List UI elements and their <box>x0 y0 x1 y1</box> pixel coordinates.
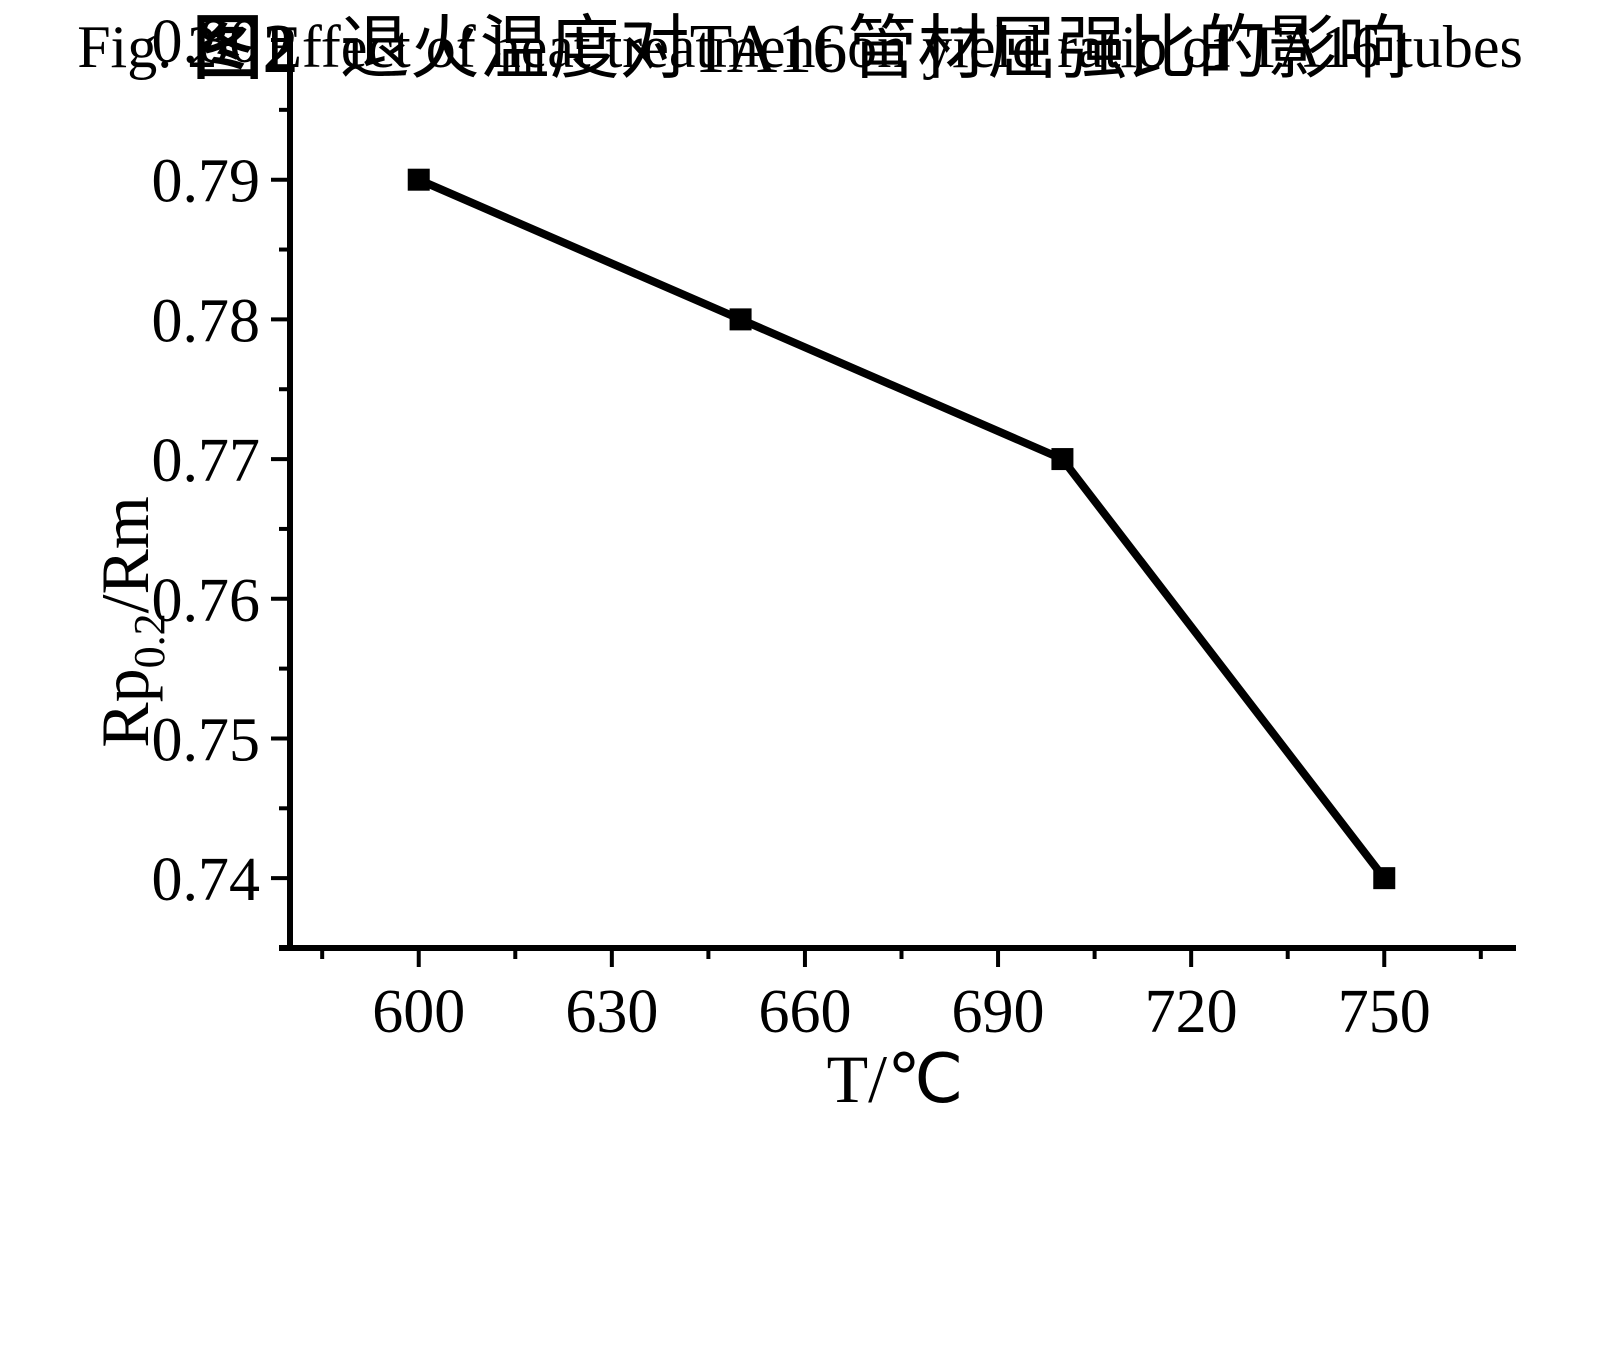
x-axis-label: T/℃ <box>827 1041 964 1117</box>
caption-chinese-text: 退火温度对TA16管材屈强比的影响 <box>339 11 1408 88</box>
y-axis-label-tail: /Rm <box>87 496 163 613</box>
y-axis-label-subscript: 0.2 <box>125 613 174 668</box>
y-tick-label: 0.79 <box>152 148 261 216</box>
x-tick-label: 690 <box>952 978 1045 1046</box>
y-axis-label-main: Rp <box>87 668 163 747</box>
y-tick-label: 0.76 <box>152 567 261 635</box>
data-line <box>417 176 1388 881</box>
chart-plot: 600 630 660 690 720 750 0.80 0.79 0.78 0.77 0.76 0.… <box>152 8 1516 1046</box>
x-tick-label: 630 <box>565 978 658 1046</box>
data-point-marker <box>1373 867 1396 890</box>
y-tick-label: 0.74 <box>152 846 261 914</box>
x-tick-label: 660 <box>758 978 851 1046</box>
caption-chinese-figure-number: 图2 <box>192 11 298 88</box>
y-tick-label: 0.77 <box>152 427 261 495</box>
x-tick-label: 750 <box>1338 978 1431 1046</box>
caption-english-figure-number: Fig. 2 <box>77 14 218 80</box>
caption-chinese: 图2 退火温度对TA16管材屈强比的影响 <box>0 0 1600 100</box>
y-tick-label: 0.75 <box>152 706 261 774</box>
caption-english-text: Effect of heat treatment on yield ratio … <box>265 14 1523 80</box>
caption-english: Fig. 2 Effect of heat treatment on yield … <box>0 0 1600 94</box>
data-point-marker <box>1051 448 1074 471</box>
data-point-marker <box>729 308 752 331</box>
x-tick-label: 720 <box>1145 978 1238 1046</box>
y-tick-label: 0.80 <box>152 8 261 76</box>
y-tick-label: 0.78 <box>152 287 261 355</box>
y-axis-label: Rp0.2/Rm <box>87 496 174 748</box>
data-point-marker <box>407 168 430 191</box>
chart-svg: 600 630 660 690 720 7500.800.790.780.770.760.… <box>87 8 1516 1117</box>
x-tick-label: 600 <box>372 978 465 1046</box>
